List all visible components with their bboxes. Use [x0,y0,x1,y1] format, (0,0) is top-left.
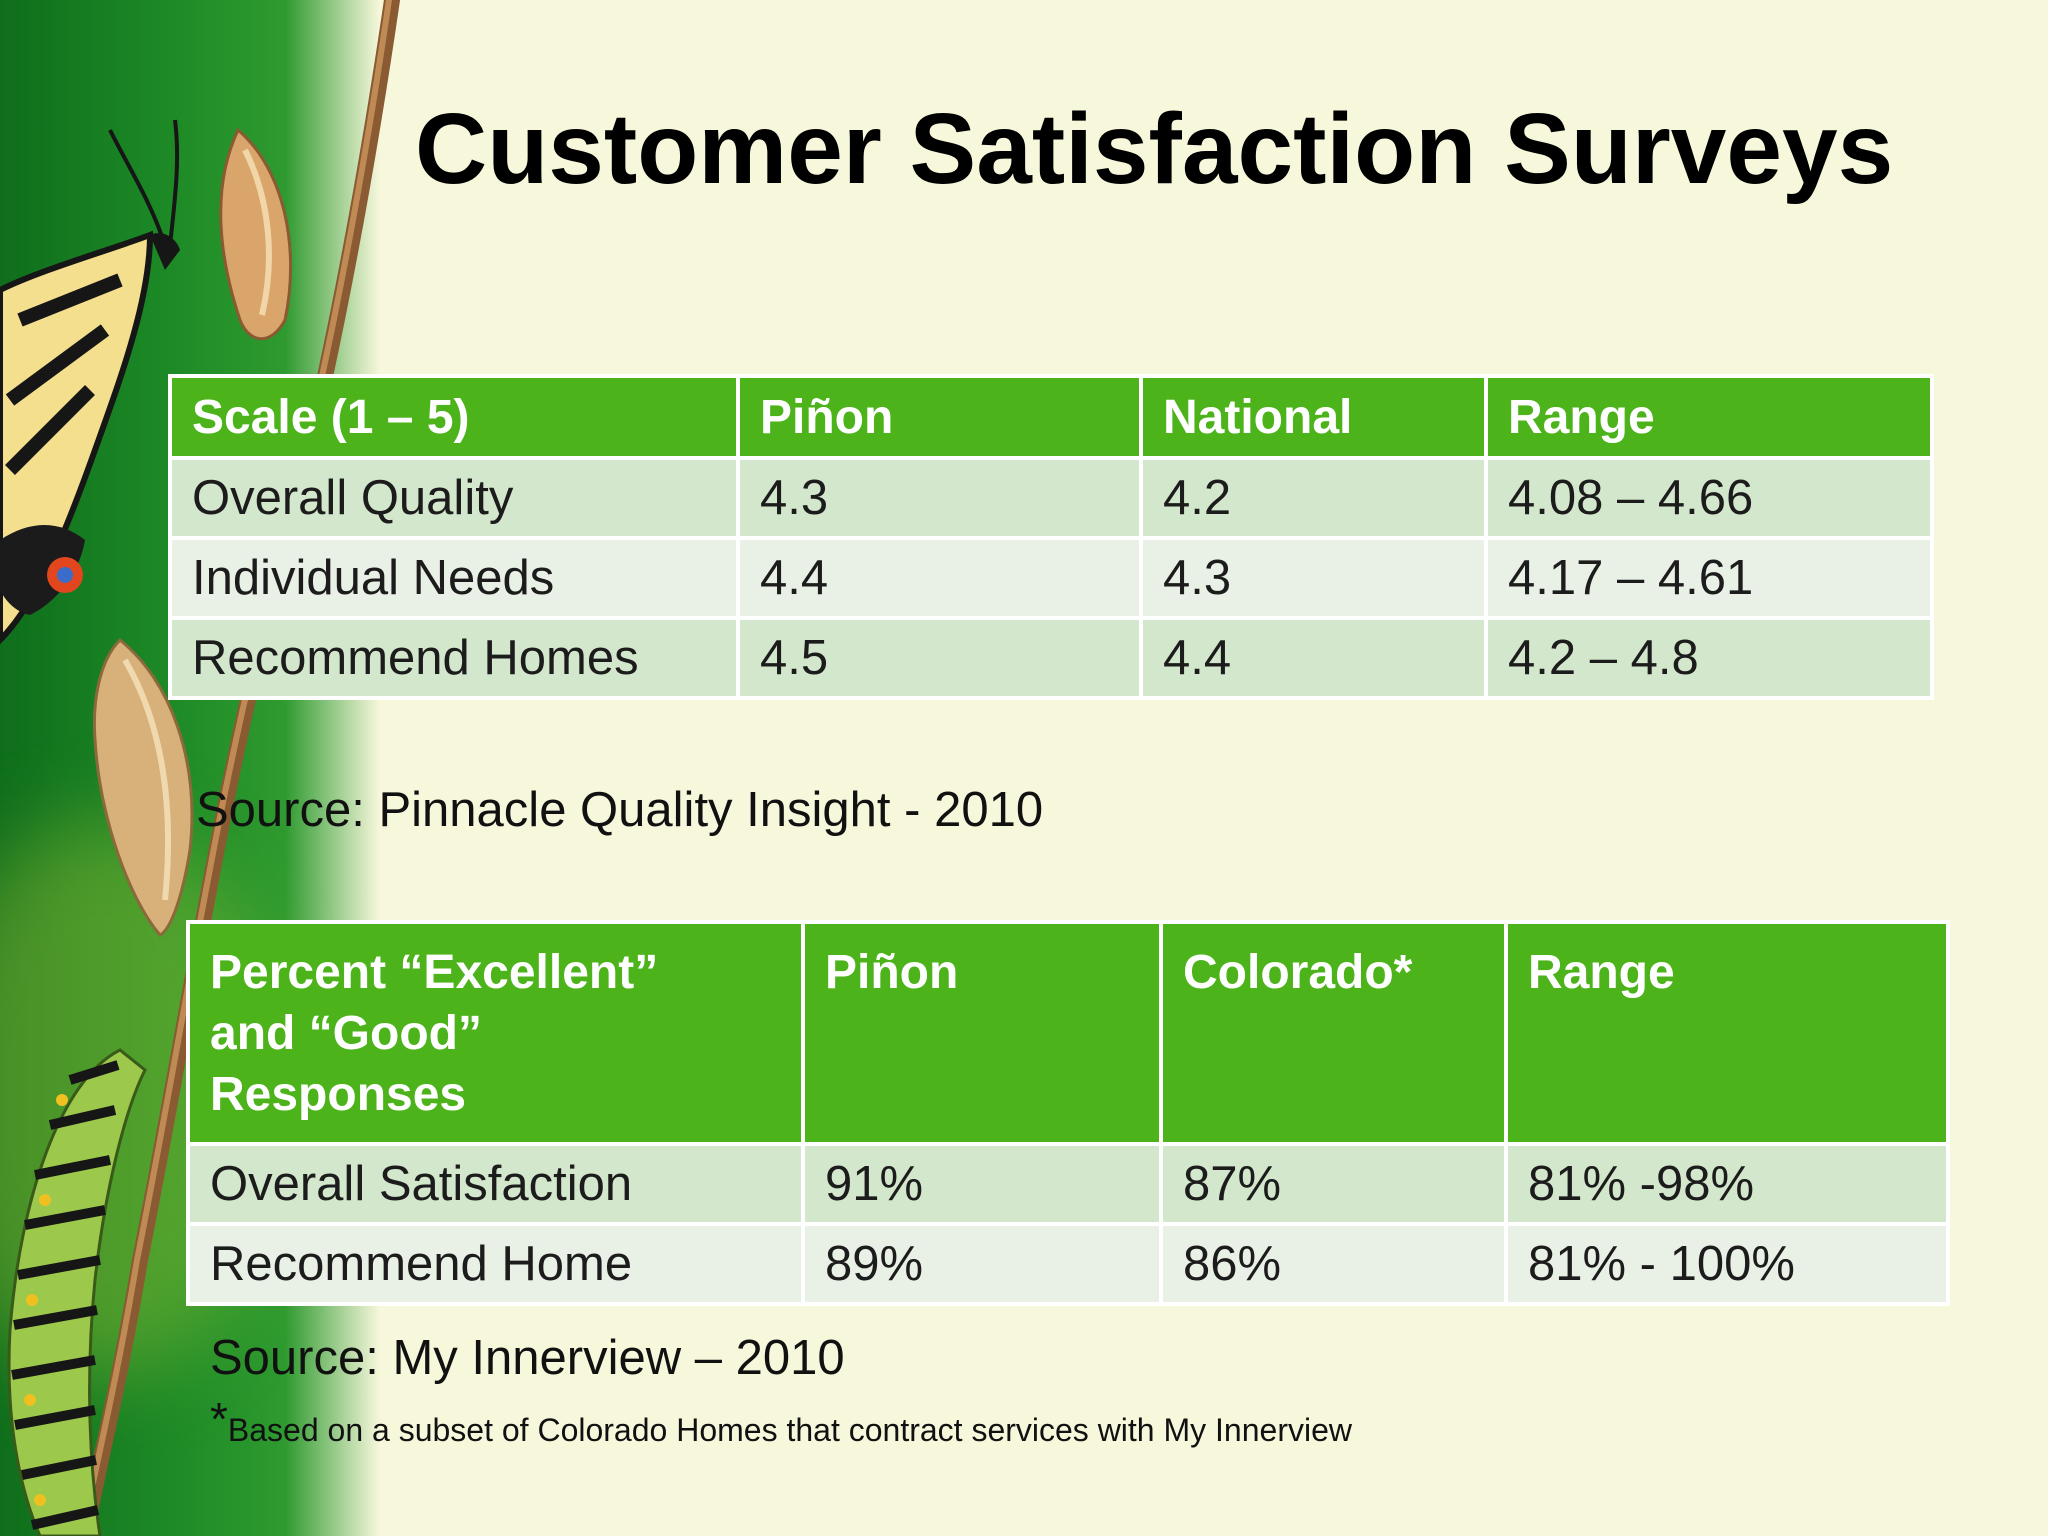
table-cell: 4.3 [1139,536,1488,620]
header-colorado: Colorado* [1159,920,1508,1146]
table-cell: Recommend Homes [168,616,740,700]
chrysalis-icon [219,127,293,341]
header-range: Range [1484,374,1934,460]
table-cell: Overall Satisfaction [186,1142,805,1226]
table-cell: Recommend Home [186,1222,805,1306]
table-cell: Overall Quality [168,456,740,540]
footnote: *Based on a subset of Colorado Homes tha… [210,1392,1352,1449]
table-row: Overall Satisfaction 91% 87% 81% -98% [186,1142,1950,1226]
butterfly-icon [0,119,180,645]
header-pinon: Piñon [801,920,1163,1146]
table-cell: 89% [801,1222,1163,1306]
table-cell: 4.3 [736,456,1143,540]
table-cell: 81% -98% [1504,1142,1950,1226]
header-pinon: Piñon [736,374,1143,460]
table-header-row: Percent “Excellent” and “Good” Responses… [186,920,1950,1146]
nature-illustration [0,0,400,1536]
header-scale: Scale (1 – 5) [168,374,740,460]
footnote-marker: * [210,1393,228,1445]
header-national: National [1139,374,1488,460]
table-cell: 4.5 [736,616,1143,700]
table-row: Recommend Home 89% 86% 81% - 100% [186,1222,1950,1306]
table-row: Overall Quality 4.3 4.2 4.08 – 4.66 [168,456,1934,540]
pinnacle-survey-table: Scale (1 – 5) Piñon National Range Overa… [168,374,1934,700]
table-cell: 4.17 – 4.61 [1484,536,1934,620]
source-note-2: Source: My Innerview – 2010 [210,1331,845,1385]
table-cell: 86% [1159,1222,1508,1306]
innerview-survey-table: Percent “Excellent” and “Good” Responses… [186,920,1950,1306]
table-cell: 4.4 [1139,616,1488,700]
header-percent-responses: Percent “Excellent” and “Good” Responses [186,920,805,1146]
table-cell: 4.4 [736,536,1143,620]
header-range: Range [1504,920,1950,1146]
table-header-row: Scale (1 – 5) Piñon National Range [168,374,1934,460]
table-cell: 81% - 100% [1504,1222,1950,1306]
source-note-1: Source: Pinnacle Quality Insight - 2010 [196,783,1044,837]
slide-title: Customer Satisfaction Surveys [415,93,1894,205]
footnote-text: Based on a subset of Colorado Homes that… [227,1412,1352,1448]
table-row: Recommend Homes 4.5 4.4 4.2 – 4.8 [168,616,1934,700]
table-row: Individual Needs 4.4 4.3 4.17 – 4.61 [168,536,1934,620]
table-cell: 4.2 – 4.8 [1484,616,1934,700]
table-cell: 91% [801,1142,1163,1226]
chrysalis-icon [92,637,194,937]
table-cell: 4.08 – 4.66 [1484,456,1934,540]
table-cell: 4.2 [1139,456,1488,540]
caterpillar-icon [7,1048,147,1536]
table-cell: Individual Needs [168,536,740,620]
table-cell: 87% [1159,1142,1508,1226]
